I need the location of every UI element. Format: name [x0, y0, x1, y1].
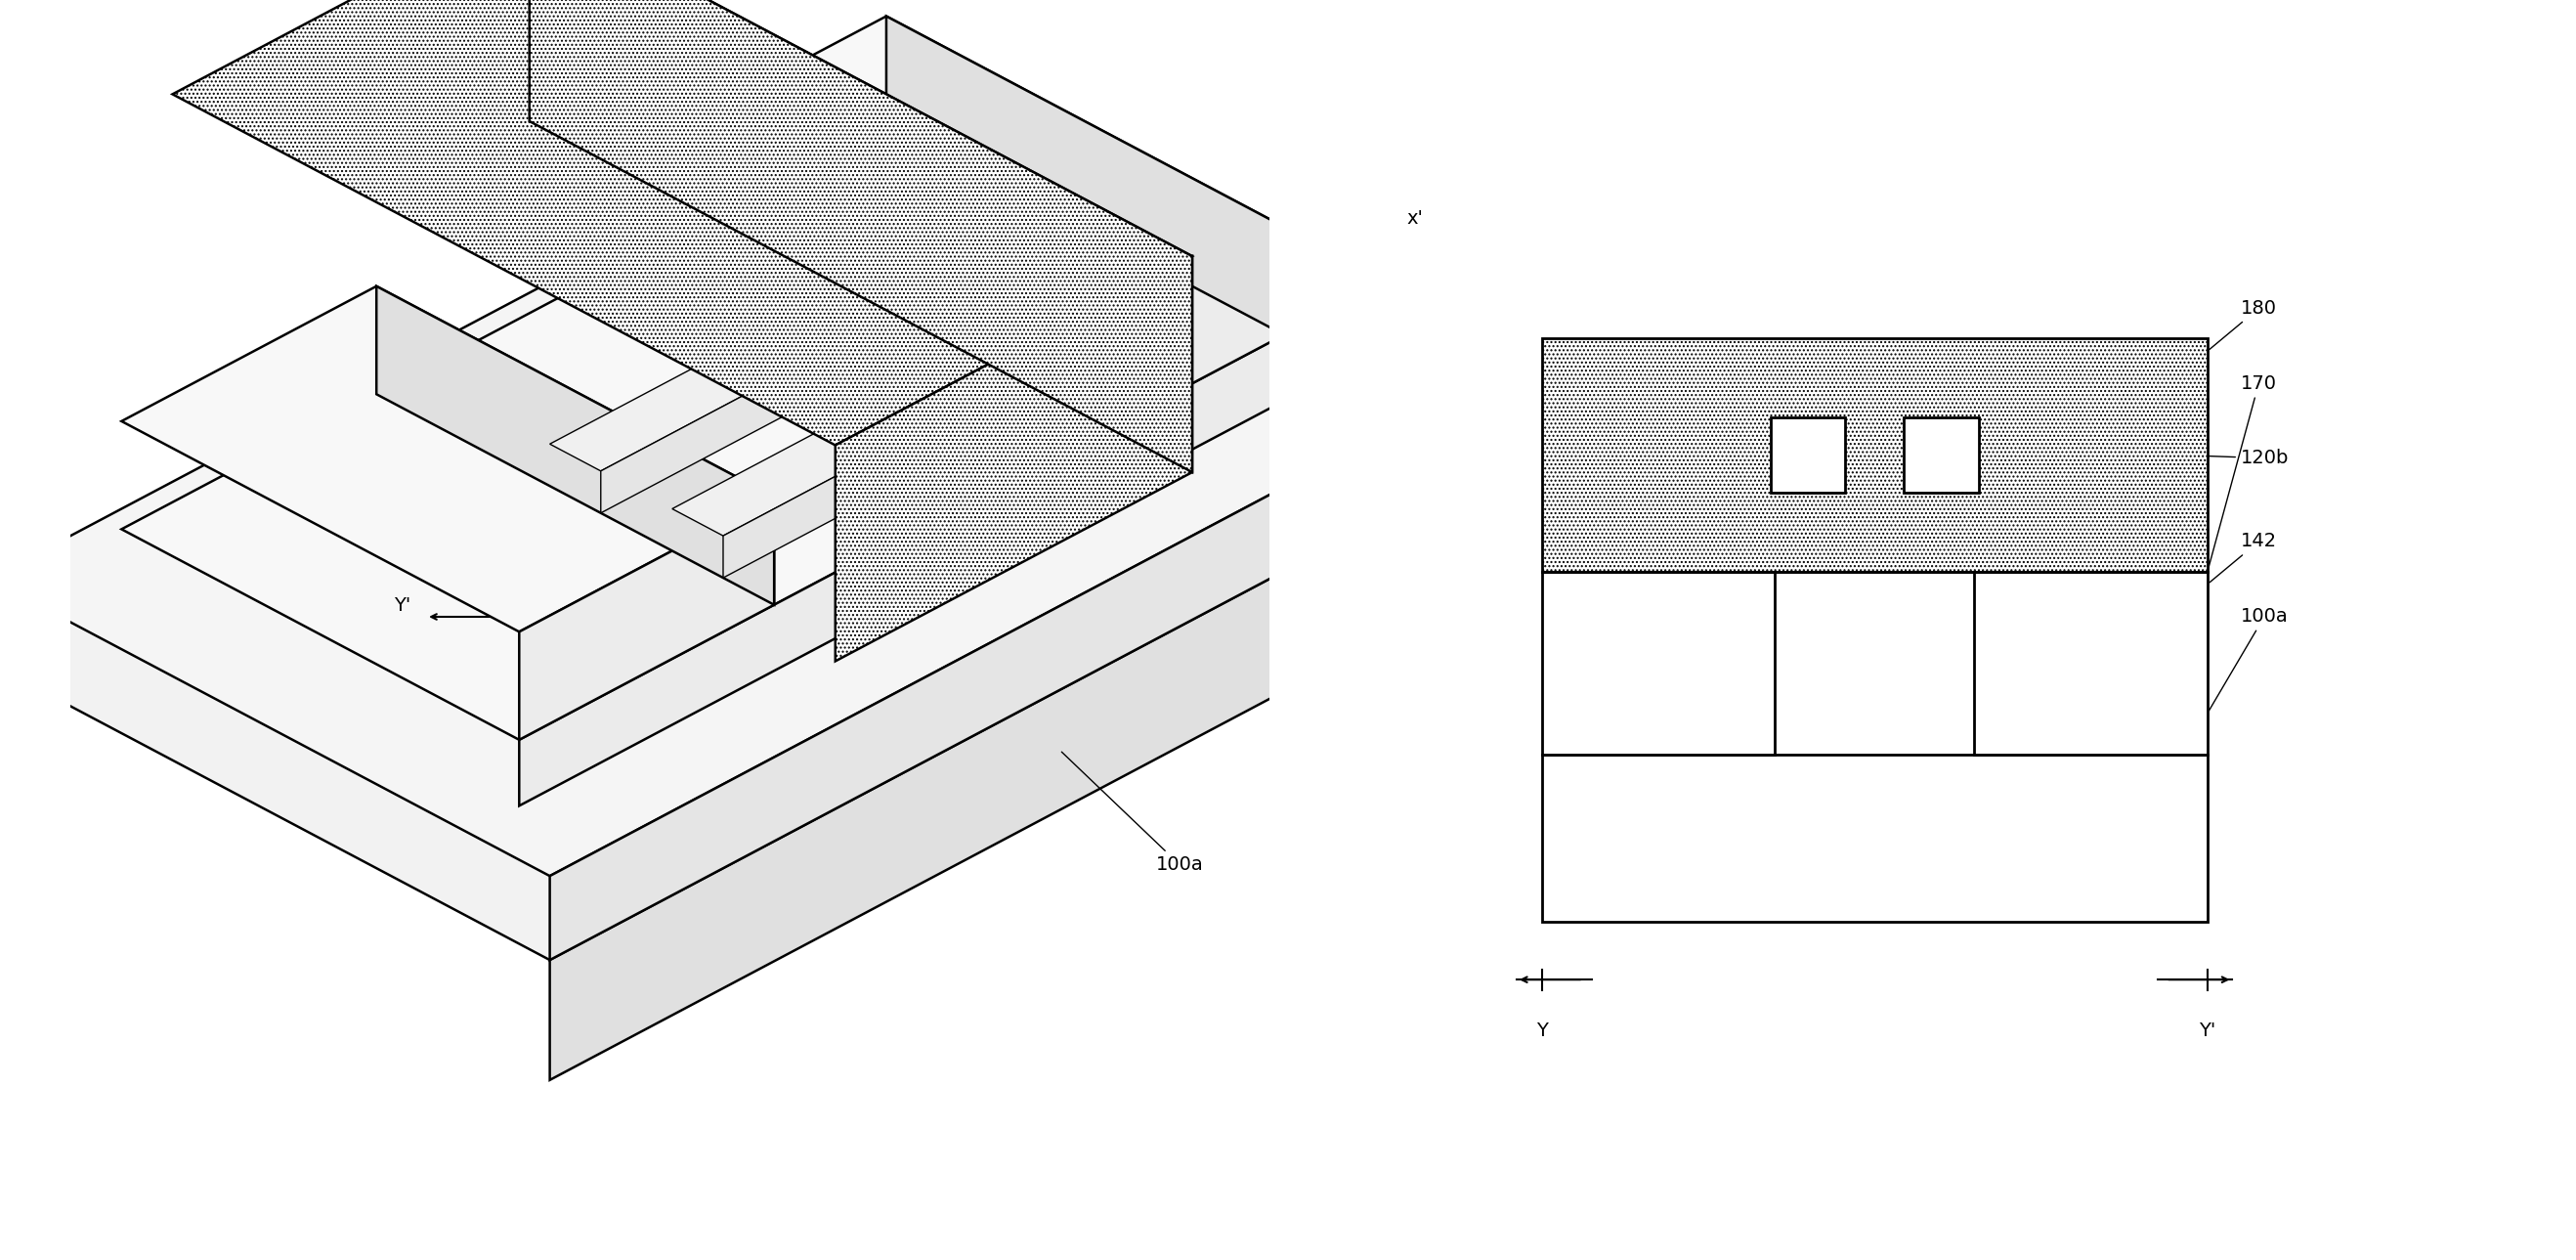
Polygon shape	[376, 286, 775, 605]
Polygon shape	[672, 374, 979, 535]
Polygon shape	[173, 0, 1193, 445]
Bar	[1770, 418, 1844, 493]
Polygon shape	[907, 176, 1468, 593]
Polygon shape	[520, 307, 1334, 806]
Polygon shape	[549, 309, 855, 471]
FancyBboxPatch shape	[1540, 755, 2208, 921]
Polygon shape	[907, 93, 1468, 474]
Text: Y': Y'	[2200, 1022, 2215, 1040]
Polygon shape	[520, 496, 775, 740]
Text: x': x'	[1406, 209, 1425, 228]
Bar	[1540, 572, 1775, 755]
Text: 120b: 120b	[1981, 447, 2290, 467]
Polygon shape	[549, 474, 1468, 1080]
Text: 170: 170	[2208, 374, 2277, 570]
Polygon shape	[835, 256, 1193, 662]
Bar	[1540, 339, 2208, 572]
Text: 100a: 100a	[1061, 752, 1203, 874]
Polygon shape	[1028, 227, 1283, 470]
Polygon shape	[631, 16, 1283, 362]
Text: 180: 180	[2210, 299, 2277, 349]
Polygon shape	[531, 0, 1193, 472]
Polygon shape	[724, 401, 979, 578]
Text: 100a: 100a	[2208, 607, 2287, 711]
Polygon shape	[121, 286, 775, 631]
Polygon shape	[121, 97, 1334, 740]
Bar	[1904, 418, 1978, 493]
Text: 142: 142	[2210, 532, 2277, 582]
Polygon shape	[0, 176, 1468, 960]
Polygon shape	[0, 93, 1468, 876]
Polygon shape	[927, 374, 979, 442]
Polygon shape	[549, 391, 1468, 960]
Polygon shape	[938, 97, 1334, 374]
Polygon shape	[600, 336, 855, 513]
Text: Y: Y	[1535, 1022, 1548, 1040]
Polygon shape	[886, 16, 1283, 335]
Polygon shape	[804, 309, 855, 378]
Text: Y': Y'	[394, 596, 410, 615]
Bar	[1973, 572, 2208, 755]
